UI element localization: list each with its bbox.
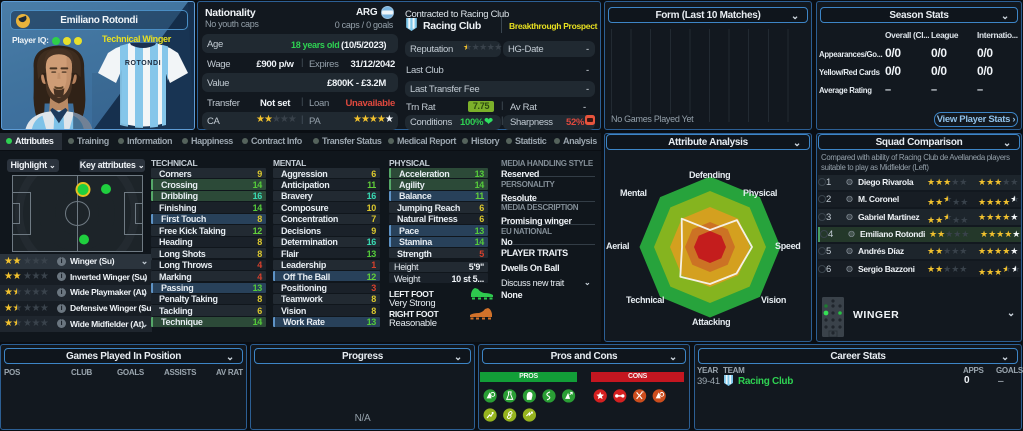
svg-text:ROTONDI: ROTONDI	[125, 60, 161, 67]
